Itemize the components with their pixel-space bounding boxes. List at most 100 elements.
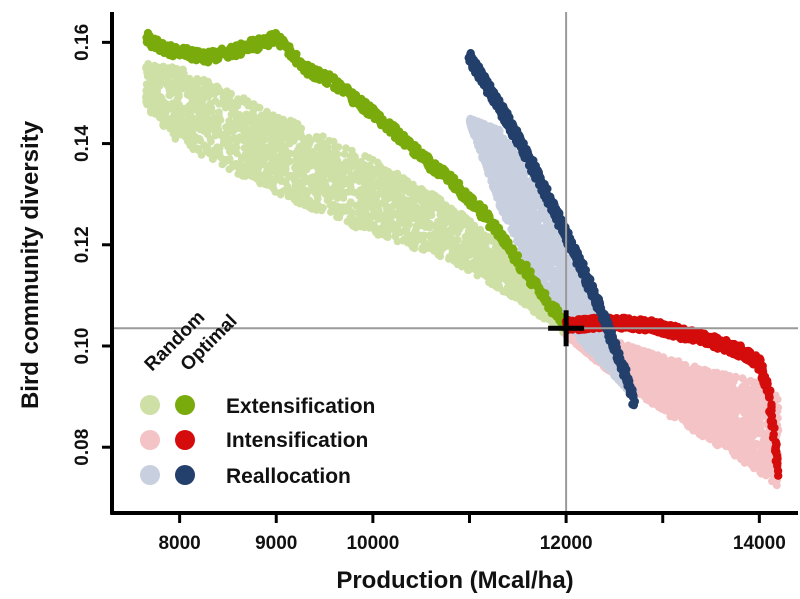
point-random — [456, 256, 464, 264]
point-random — [356, 221, 364, 229]
point-random — [151, 81, 159, 89]
point-random — [680, 375, 688, 384]
point-random — [244, 129, 252, 138]
point-random — [332, 177, 341, 185]
point-random — [682, 392, 690, 400]
point-random — [410, 244, 419, 253]
point-random — [261, 180, 270, 189]
point-random — [417, 197, 426, 206]
point-random — [716, 385, 724, 394]
point-random — [255, 130, 264, 139]
point-random — [324, 159, 333, 168]
point-random — [142, 63, 150, 71]
point-random — [389, 186, 398, 195]
point-random — [703, 417, 711, 426]
point-random — [657, 397, 666, 406]
point-random — [643, 356, 652, 364]
point-random — [458, 221, 467, 230]
point-random — [395, 195, 404, 204]
point-random — [149, 70, 158, 78]
point-random — [426, 203, 435, 212]
point-random — [285, 157, 293, 166]
point-random — [530, 297, 538, 306]
point-random — [306, 196, 314, 205]
point-random — [171, 107, 179, 115]
point-random — [282, 165, 290, 173]
point-random — [295, 130, 303, 139]
point-random — [440, 226, 449, 234]
point-random — [244, 159, 252, 168]
point-random — [458, 262, 466, 271]
point-random — [700, 410, 709, 419]
point-random — [672, 378, 680, 386]
point-random — [664, 366, 672, 375]
point-random — [630, 354, 638, 363]
point-random — [654, 353, 662, 361]
point-random — [387, 210, 395, 219]
point-random — [248, 136, 256, 145]
point-random — [752, 439, 760, 448]
point-random — [434, 243, 442, 251]
point-random — [276, 117, 285, 126]
point-random — [361, 166, 370, 174]
point-random — [292, 161, 301, 170]
point-random — [684, 413, 692, 421]
point-random — [343, 204, 352, 212]
point-random — [303, 177, 312, 185]
point-random — [634, 368, 643, 376]
point-random — [464, 242, 473, 250]
point-random — [337, 165, 345, 174]
point-random — [266, 164, 275, 173]
point-random — [705, 434, 713, 443]
point-random — [703, 426, 712, 435]
point-random — [209, 114, 218, 123]
point-random — [152, 109, 161, 117]
point-random — [420, 211, 428, 220]
point-random — [362, 189, 370, 197]
point-random — [379, 230, 388, 239]
point-random — [399, 174, 408, 182]
point-random — [357, 157, 365, 166]
point-random — [362, 179, 370, 188]
point-random — [142, 88, 151, 97]
point-random — [369, 172, 378, 181]
point-random — [203, 92, 212, 101]
point-random — [229, 111, 238, 119]
point-random — [231, 144, 239, 153]
point-random — [321, 178, 329, 186]
point-random — [728, 391, 736, 400]
point-random — [449, 207, 458, 215]
point-random — [348, 153, 356, 161]
point-random — [222, 155, 231, 164]
point-random — [661, 406, 669, 415]
point-random — [451, 222, 459, 231]
point-random — [389, 170, 397, 179]
point-random — [473, 252, 481, 261]
point-random — [226, 119, 235, 127]
point-random — [710, 411, 719, 420]
point-random — [510, 286, 519, 294]
point-random — [537, 313, 546, 321]
point-random — [350, 215, 359, 224]
point-random — [436, 252, 445, 261]
point-random — [393, 237, 402, 246]
point-random — [207, 103, 216, 112]
point-random — [314, 178, 322, 187]
point-random — [717, 429, 725, 438]
point-random — [651, 379, 660, 388]
point-random — [333, 194, 342, 202]
point-random — [742, 430, 751, 439]
point-random — [746, 386, 755, 395]
point-random — [171, 135, 180, 143]
point-random — [331, 146, 340, 154]
point-random — [301, 189, 310, 198]
point-random — [409, 180, 417, 189]
point-random — [195, 108, 204, 117]
point-random — [315, 153, 323, 162]
point-random — [375, 225, 384, 234]
point-random — [408, 211, 417, 219]
point-random — [519, 280, 527, 288]
point-random — [747, 454, 756, 463]
point-random — [732, 373, 740, 382]
point-random — [667, 397, 675, 405]
